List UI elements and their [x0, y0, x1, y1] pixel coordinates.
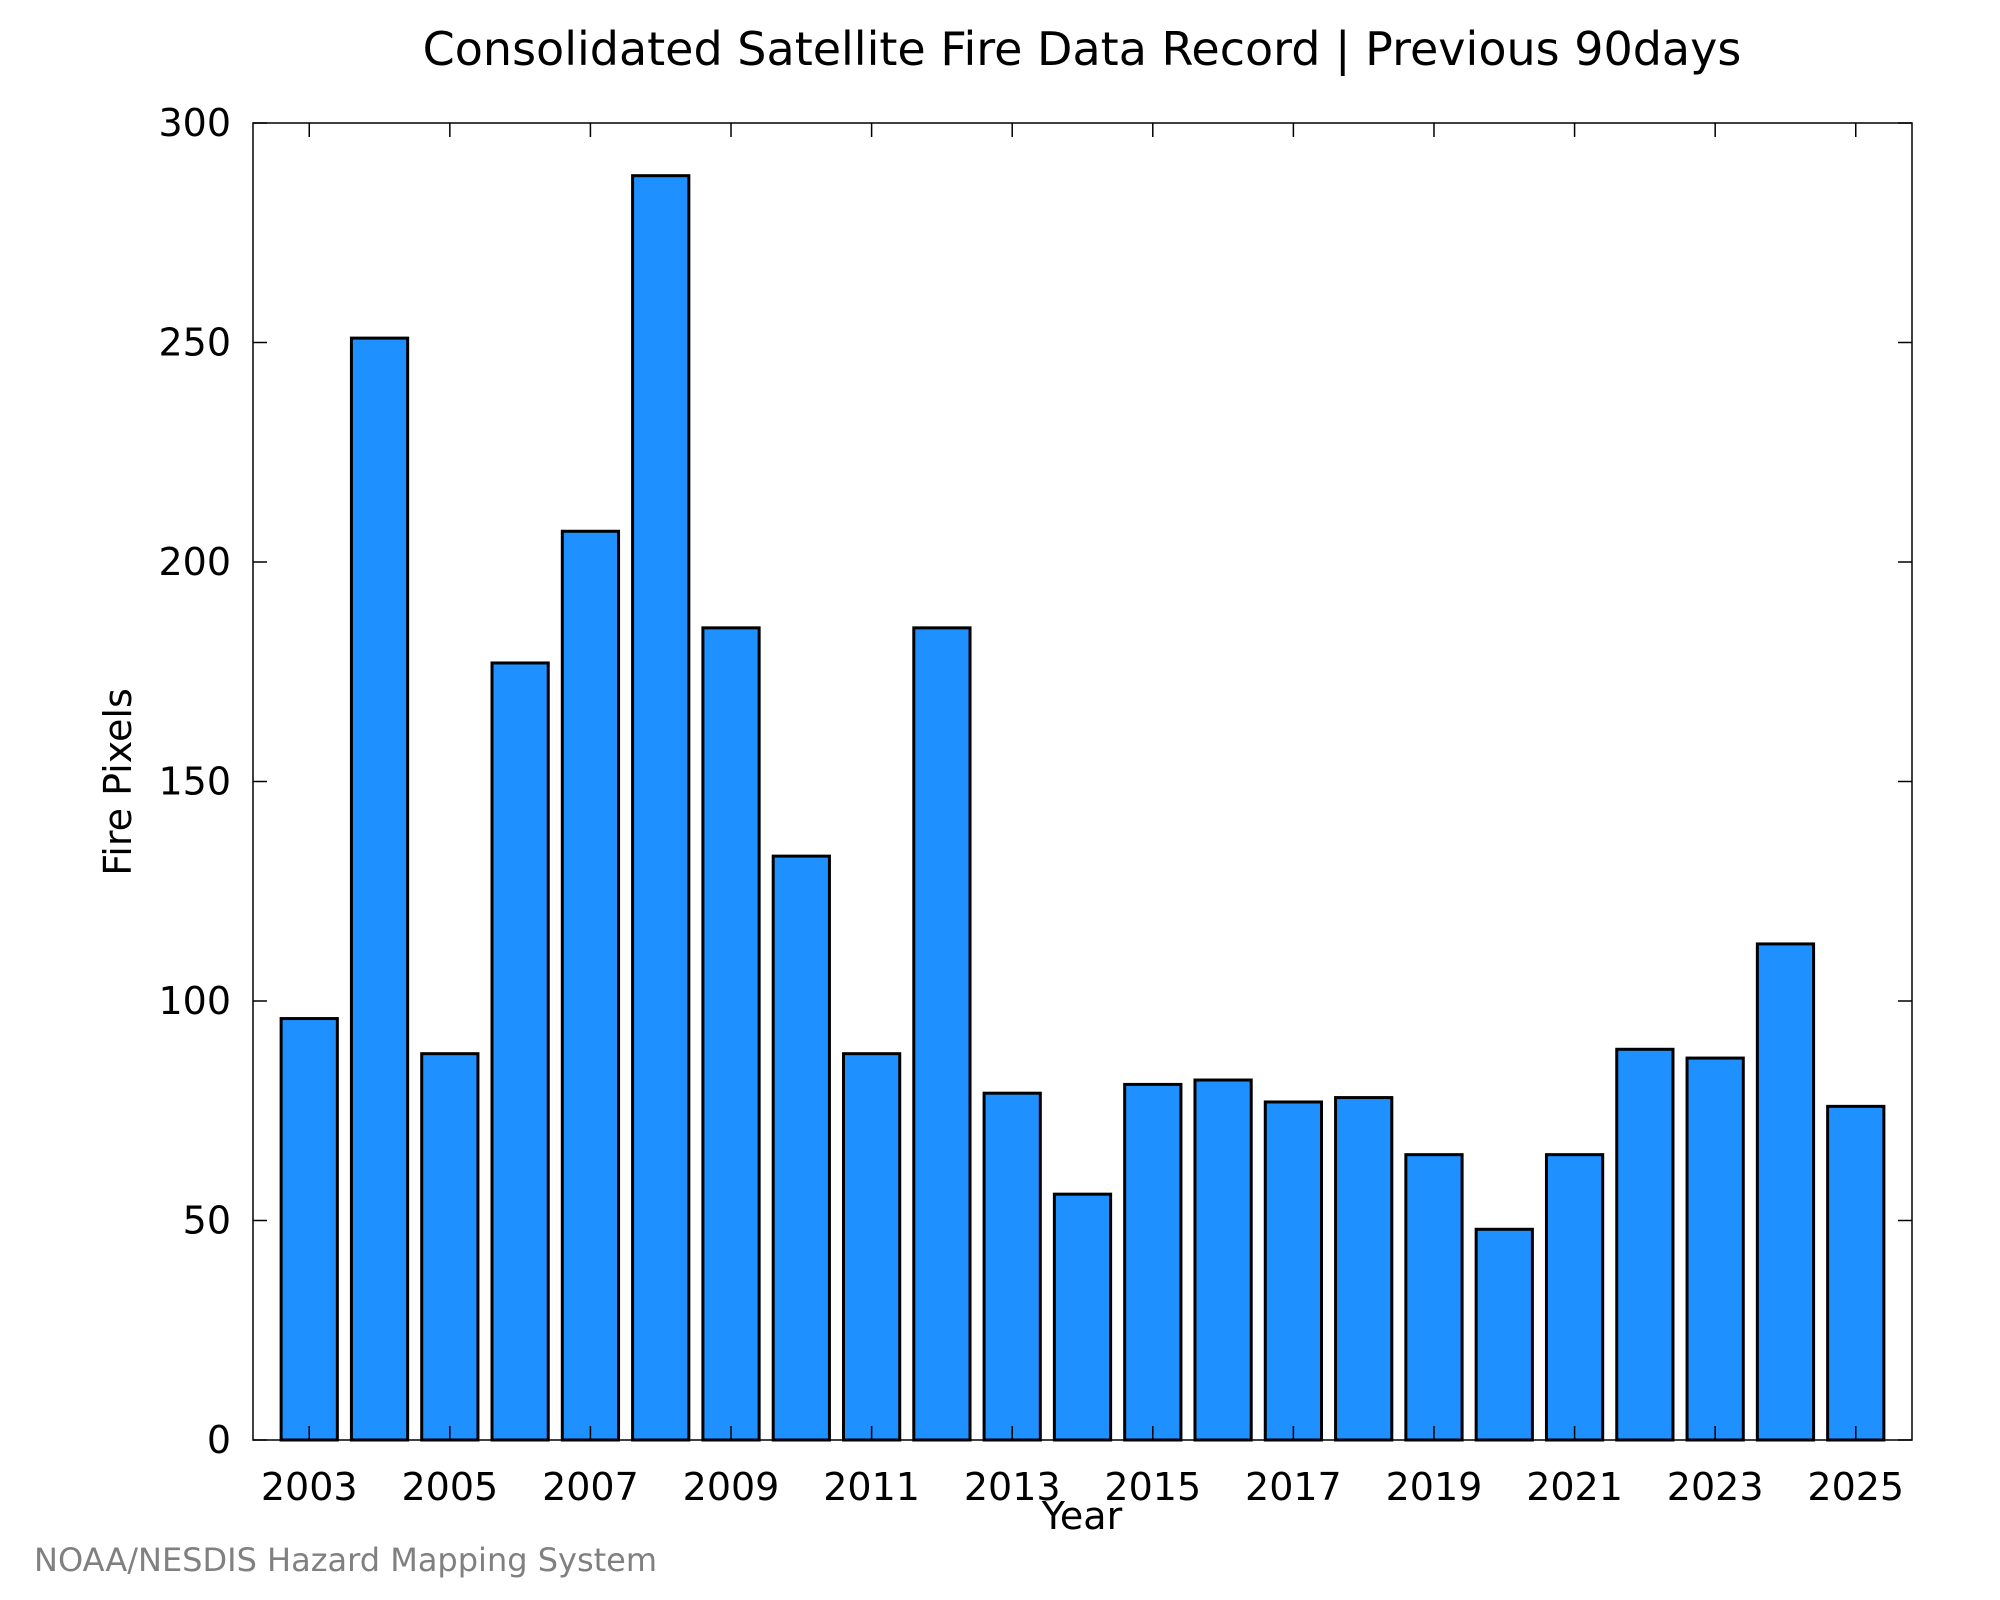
bar-2019 [1404, 1153, 1464, 1442]
y-axis-label: Fire Pixels [96, 688, 140, 876]
bar-2016 [1193, 1078, 1253, 1442]
x-tick-label-2021: 2021 [1526, 1465, 1623, 1509]
credit-text: NOAA/NESDIS Hazard Mapping System [34, 1541, 657, 1579]
bar-2011 [841, 1052, 902, 1442]
x-tick-label-2025: 2025 [1807, 1465, 1904, 1509]
bar-2025 [1826, 1104, 1886, 1442]
y-tick-label-150: 150 [158, 760, 231, 804]
bar-2014 [1052, 1192, 1113, 1442]
bar-2020 [1474, 1227, 1534, 1442]
ticks-layer: 0 50 100 150 200 250 300 2003 2005 2007 2009 2011 20… [158, 101, 1912, 1509]
bar-2010 [771, 854, 831, 1442]
x-tick-label-2013: 2013 [964, 1465, 1061, 1509]
bar-2006 [490, 661, 550, 1442]
bar-2003 [279, 1017, 339, 1442]
x-tick-label-2009: 2009 [683, 1465, 780, 1509]
bar-2009 [701, 626, 761, 1442]
x-tick-label-2019: 2019 [1386, 1465, 1483, 1509]
bar-2008 [631, 174, 691, 1442]
bar-2013 [982, 1091, 1042, 1442]
bar-2024 [1755, 942, 1816, 1442]
x-axis-label: Year [1041, 1494, 1123, 1538]
chart-title: Consolidated Satellite Fire Data Record … [423, 22, 1742, 77]
x-tick-label-2011: 2011 [823, 1465, 920, 1509]
bar-2023 [1685, 1056, 1745, 1442]
bars-layer [279, 174, 1886, 1442]
y-tick-label-300: 300 [158, 101, 231, 145]
bar-2018 [1334, 1096, 1394, 1442]
bar-2012 [912, 626, 972, 1442]
y-tick-label-250: 250 [158, 321, 231, 365]
x-tick-label-2003: 2003 [261, 1465, 358, 1509]
x-tick-label-2005: 2005 [401, 1465, 498, 1509]
y-tick-label-0: 0 [207, 1418, 231, 1462]
bar-2017 [1263, 1100, 1324, 1442]
y-tick-label-100: 100 [158, 979, 231, 1023]
x-tick-label-2015: 2015 [1104, 1465, 1201, 1509]
x-tick-label-2017: 2017 [1245, 1465, 1342, 1509]
x-tick-label-2007: 2007 [542, 1465, 639, 1509]
y-tick-label-50: 50 [183, 1199, 231, 1243]
x-tick-label-2023: 2023 [1667, 1465, 1764, 1509]
bar-2007 [560, 529, 621, 1442]
bar-2005 [420, 1052, 480, 1442]
bar-2021 [1544, 1153, 1605, 1442]
bar-2004 [349, 336, 410, 1442]
y-tick-label-200: 200 [158, 540, 231, 584]
bar-2022 [1615, 1047, 1675, 1442]
bar-2015 [1123, 1082, 1183, 1442]
